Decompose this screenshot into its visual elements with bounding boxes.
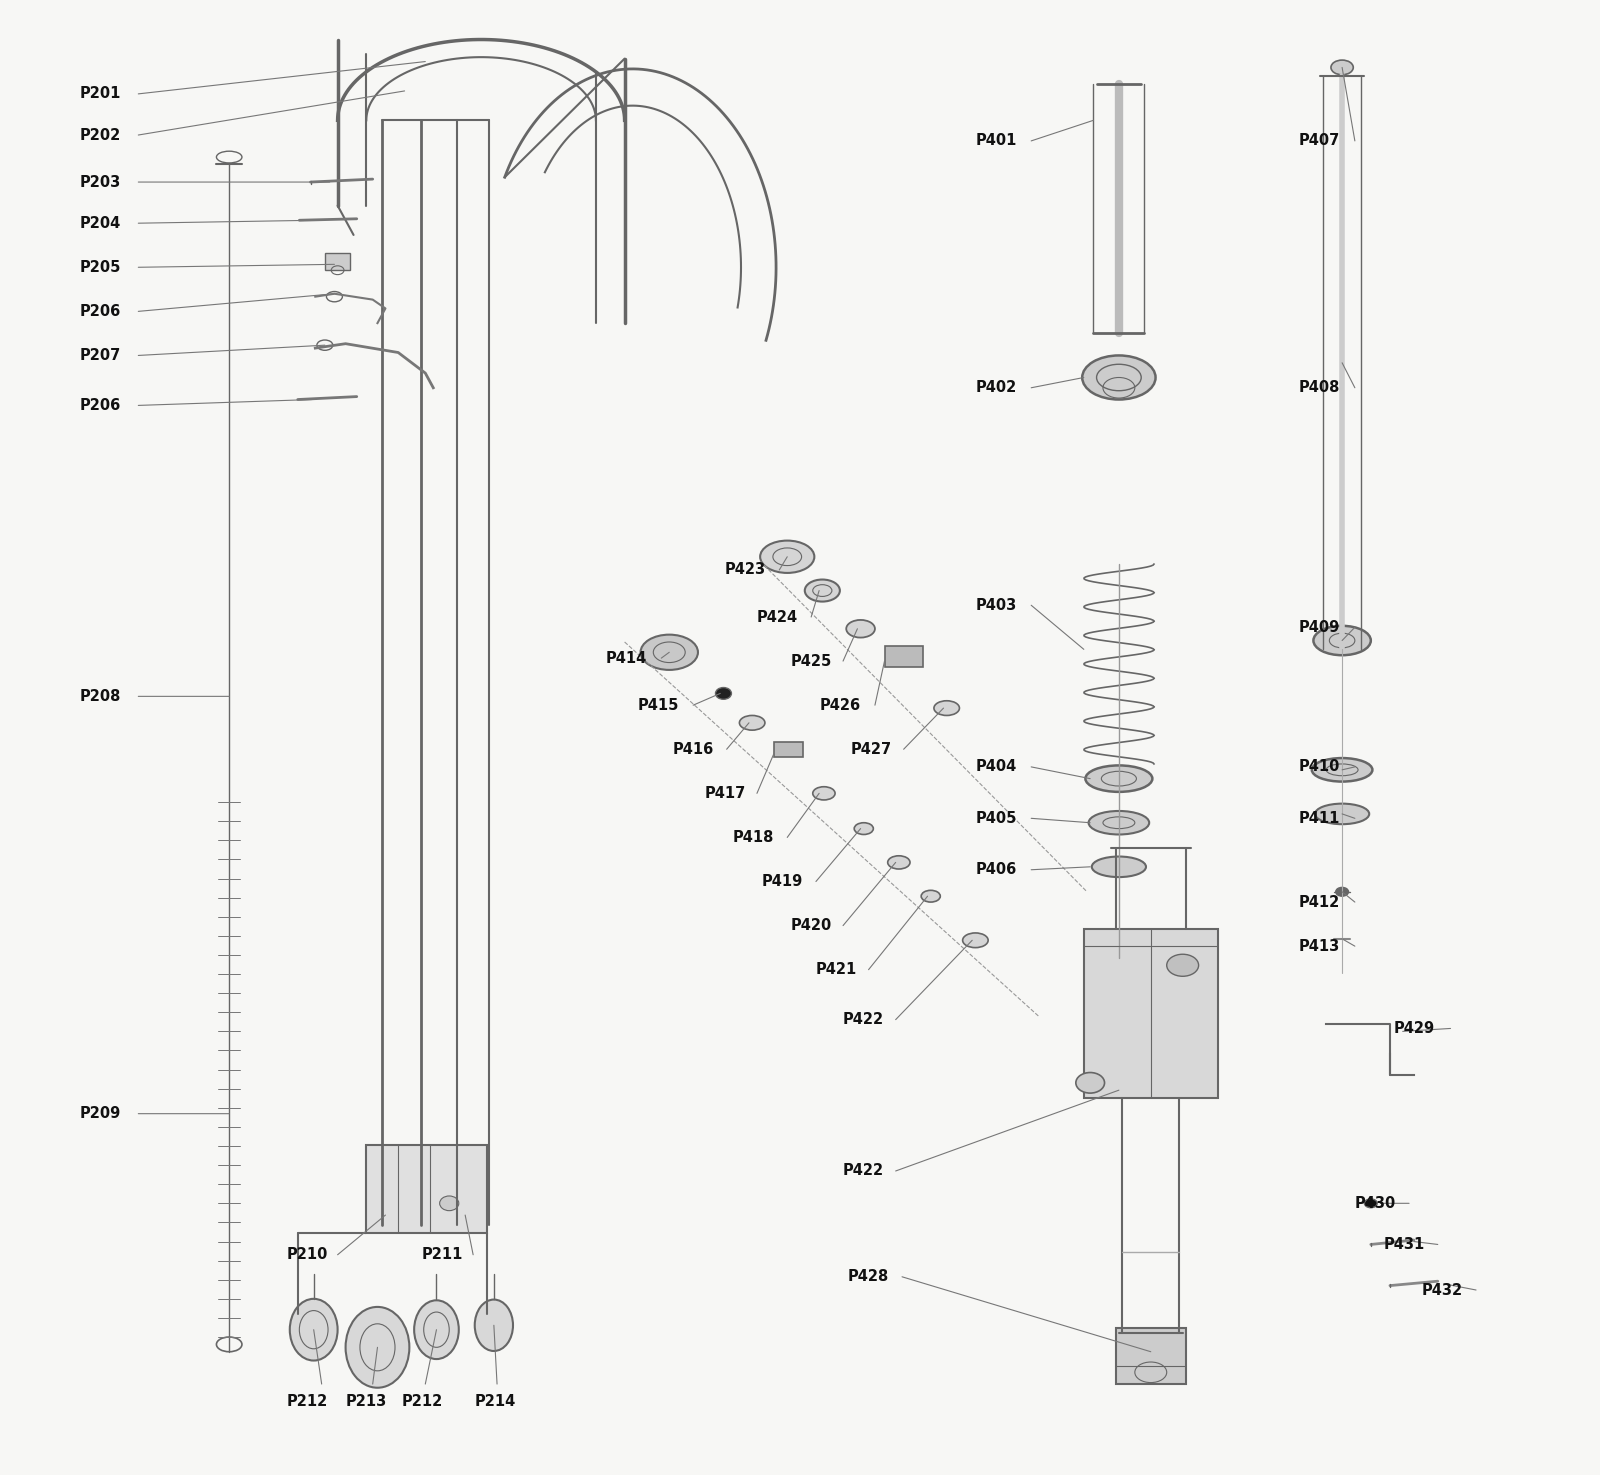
- Ellipse shape: [475, 1299, 514, 1351]
- Text: P429: P429: [1394, 1021, 1434, 1035]
- Bar: [1115, 1328, 1186, 1384]
- Text: P214: P214: [475, 1394, 515, 1409]
- Ellipse shape: [715, 687, 731, 699]
- Text: P206: P206: [80, 398, 120, 413]
- Ellipse shape: [1082, 355, 1155, 400]
- Ellipse shape: [1088, 811, 1149, 835]
- Text: P209: P209: [80, 1106, 120, 1121]
- Bar: [325, 252, 350, 270]
- Ellipse shape: [1085, 766, 1152, 792]
- Bar: [366, 1145, 488, 1233]
- Text: P427: P427: [851, 742, 893, 757]
- Text: P424: P424: [757, 609, 798, 624]
- Text: P405: P405: [976, 811, 1016, 826]
- Ellipse shape: [346, 1307, 410, 1388]
- Ellipse shape: [813, 786, 835, 799]
- Ellipse shape: [1091, 857, 1146, 878]
- Text: P413: P413: [1299, 938, 1341, 954]
- Text: P212: P212: [402, 1394, 443, 1409]
- Text: P422: P422: [843, 1164, 885, 1179]
- Ellipse shape: [290, 1299, 338, 1360]
- Text: P202: P202: [80, 127, 120, 143]
- Ellipse shape: [640, 634, 698, 670]
- Text: P406: P406: [976, 863, 1016, 878]
- Text: P403: P403: [976, 597, 1016, 612]
- Text: P401: P401: [976, 133, 1016, 149]
- Text: P208: P208: [80, 689, 120, 704]
- Text: P414: P414: [605, 650, 646, 665]
- Text: P204: P204: [80, 215, 120, 230]
- Text: P213: P213: [346, 1394, 387, 1409]
- Text: P411: P411: [1299, 811, 1341, 826]
- Ellipse shape: [760, 541, 814, 572]
- Text: P417: P417: [704, 786, 746, 801]
- Ellipse shape: [1365, 1199, 1378, 1208]
- Text: P415: P415: [637, 698, 678, 712]
- Text: P430: P430: [1355, 1196, 1397, 1211]
- Text: P207: P207: [80, 348, 120, 363]
- Text: P422: P422: [843, 1012, 885, 1027]
- Ellipse shape: [805, 580, 840, 602]
- Text: P428: P428: [848, 1270, 890, 1285]
- Ellipse shape: [1312, 758, 1373, 782]
- Ellipse shape: [1315, 804, 1370, 825]
- Ellipse shape: [1314, 625, 1371, 655]
- Bar: [774, 742, 803, 757]
- Text: P418: P418: [733, 830, 774, 845]
- Ellipse shape: [440, 1196, 459, 1211]
- Text: P402: P402: [976, 381, 1016, 395]
- Text: P431: P431: [1384, 1238, 1426, 1252]
- Text: P410: P410: [1299, 760, 1341, 774]
- Text: P404: P404: [976, 760, 1016, 774]
- Text: P419: P419: [762, 875, 803, 889]
- Text: P416: P416: [672, 742, 714, 757]
- Ellipse shape: [854, 823, 874, 835]
- Text: P432: P432: [1422, 1282, 1462, 1298]
- Text: P423: P423: [725, 562, 766, 578]
- Ellipse shape: [1166, 954, 1198, 976]
- Text: P203: P203: [80, 174, 120, 190]
- Text: P421: P421: [816, 962, 858, 976]
- Ellipse shape: [888, 855, 910, 869]
- Text: P205: P205: [80, 260, 120, 274]
- Text: P210: P210: [286, 1248, 328, 1263]
- Ellipse shape: [922, 891, 941, 903]
- Text: P407: P407: [1299, 133, 1341, 149]
- Ellipse shape: [1331, 60, 1354, 75]
- Ellipse shape: [963, 932, 989, 947]
- Text: P212: P212: [286, 1394, 328, 1409]
- Ellipse shape: [414, 1301, 459, 1358]
- Bar: [1083, 929, 1218, 1097]
- Ellipse shape: [846, 620, 875, 637]
- Ellipse shape: [1336, 888, 1349, 897]
- Text: P412: P412: [1299, 894, 1341, 910]
- Ellipse shape: [1075, 1072, 1104, 1093]
- Text: P420: P420: [790, 917, 832, 934]
- Bar: [885, 646, 923, 667]
- Text: P206: P206: [80, 304, 120, 319]
- Ellipse shape: [934, 701, 960, 715]
- Text: P201: P201: [80, 87, 120, 102]
- Text: P426: P426: [819, 698, 861, 712]
- Text: P425: P425: [790, 653, 832, 668]
- Text: P211: P211: [422, 1248, 464, 1263]
- Text: P409: P409: [1299, 620, 1341, 634]
- Ellipse shape: [739, 715, 765, 730]
- Text: P408: P408: [1299, 381, 1341, 395]
